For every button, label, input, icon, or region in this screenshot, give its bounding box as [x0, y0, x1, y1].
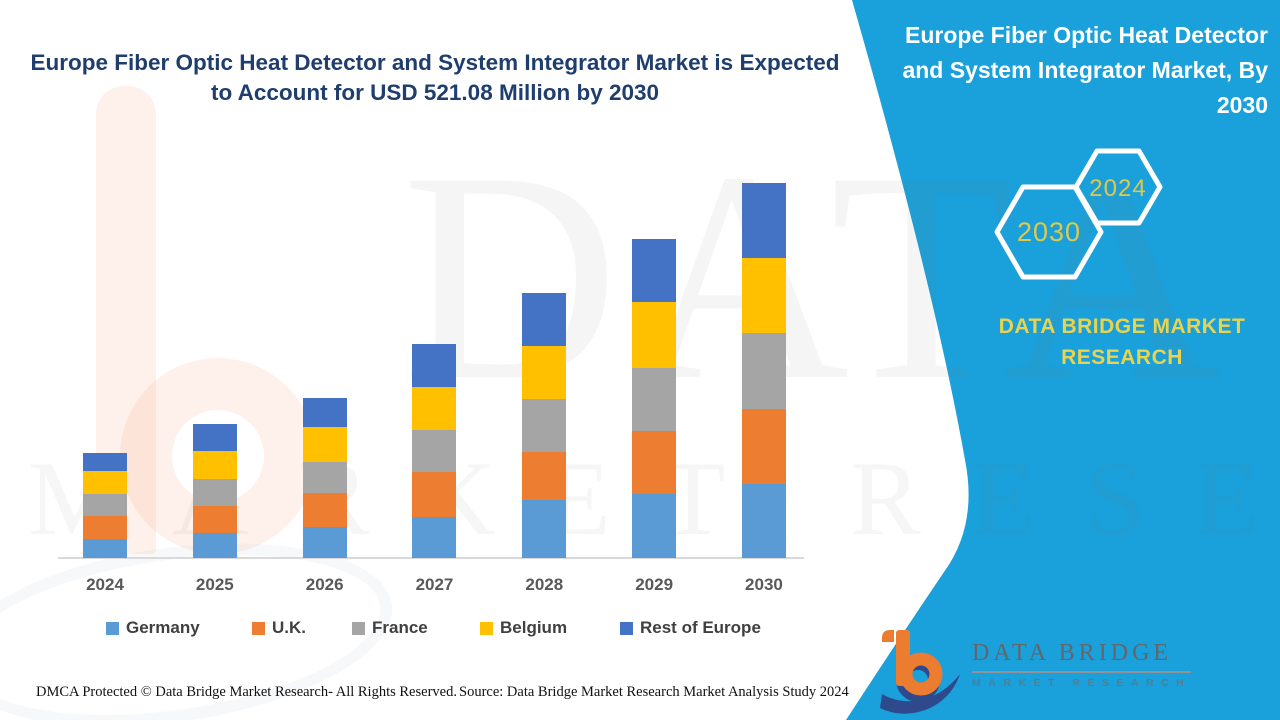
bar-2026-segment-belgium	[302, 427, 347, 462]
legend-item-rest-of-europe: Rest of Europe	[620, 618, 761, 638]
bar-2029-segment-germany	[632, 494, 677, 558]
logo-wordmark: DATA BRIDGE MARKET RESEARCH	[972, 640, 1192, 689]
bar-2030-segment-belgium	[741, 258, 786, 333]
x-axis-label-2024: 2024	[86, 575, 124, 594]
bar-2028-segment-germany	[522, 500, 567, 558]
dmca-notice: DMCA Protected © Data Bridge Market Rese…	[36, 684, 457, 700]
bar-2030	[741, 183, 786, 558]
x-axis-line	[58, 557, 804, 559]
company-logo: DATA BRIDGE MARKET RESEARCH	[880, 624, 1192, 716]
bar-2026-segment-rest-of-europe	[302, 398, 347, 427]
bar-2024-segment-belgium	[83, 471, 127, 494]
bar-2026-segment-france	[302, 462, 347, 493]
hexagon-2030-label: 2030	[1017, 217, 1081, 247]
legend-label-germany: Germany	[126, 618, 200, 637]
legend-swatch-u-k	[252, 621, 265, 635]
bar-2025-segment-u-k	[192, 506, 237, 533]
page-title: Europe Fiber Optic Heat Detector and Sys…	[15, 48, 855, 108]
logo-subtitle: MARKET RESEARCH	[972, 677, 1192, 689]
legend-item-france: France	[352, 618, 428, 638]
bar-2028-segment-rest-of-europe	[522, 293, 567, 346]
bar-2029-segment-france	[632, 368, 677, 431]
brand-caption: DATA BRIDGE MARKET RESEARCH	[972, 311, 1272, 373]
bar-2024-segment-u-k	[83, 516, 127, 539]
legend-item-u-k: U.K.	[252, 618, 306, 638]
banner-title-line2: and System Integrator Market, By	[902, 57, 1268, 83]
banner-title-line3: 2030	[1216, 92, 1268, 118]
legend: Germany U.K. France Belgium Rest of Europe	[0, 618, 860, 644]
bar-2026-segment-germany	[302, 527, 347, 558]
x-axis-label-2027: 2027	[415, 575, 454, 594]
bar-2026	[302, 398, 347, 558]
bar-2024	[83, 453, 127, 558]
legend-item-germany: Germany	[106, 618, 200, 638]
bar-2025-segment-france	[192, 479, 237, 506]
bar-2024-segment-france	[83, 494, 127, 516]
x-axis-label-2029: 2029	[635, 575, 674, 594]
logo-name: DATA BRIDGE	[972, 640, 1192, 673]
bar-2025-segment-belgium	[192, 451, 237, 479]
bar-2027-segment-belgium	[412, 387, 457, 430]
bar-2027-segment-france	[412, 430, 457, 472]
page-title-line1: Europe Fiber Optic Heat Detector and Sys…	[30, 50, 840, 75]
legend-label-rest-of-europe: Rest of Europe	[640, 618, 761, 637]
legend-label-belgium: Belgium	[500, 618, 568, 637]
banner-title: Europe Fiber Optic Heat Detector and Sys…	[883, 18, 1268, 123]
bar-2027-segment-germany	[412, 517, 457, 558]
bar-2030-segment-france	[741, 333, 786, 409]
bar-2025	[192, 424, 237, 558]
brand-caption-line2: RESEARCH	[1061, 346, 1183, 369]
bar-2028-segment-france	[522, 399, 567, 452]
bar-2027-segment-rest-of-europe	[412, 344, 457, 387]
x-axis-label-2025: 2025	[195, 575, 234, 594]
bar-2024-segment-germany	[83, 539, 127, 558]
hexagon-2024-label: 2024	[1089, 175, 1146, 202]
bar-2030-segment-u-k	[741, 409, 786, 484]
bar-2029-segment-rest-of-europe	[632, 239, 677, 302]
bar-2025-segment-rest-of-europe	[192, 424, 237, 451]
bar-2026-segment-u-k	[302, 493, 347, 527]
legend-swatch-belgium	[480, 621, 493, 635]
bar-2025-segment-germany	[192, 533, 237, 558]
legend-swatch-germany	[106, 621, 119, 635]
legend-label-france: France	[372, 618, 428, 637]
bar-2029-segment-u-k	[632, 431, 677, 494]
banner-title-line1: Europe Fiber Optic Heat Detector	[905, 22, 1268, 48]
bar-2030-segment-rest-of-europe	[741, 183, 786, 258]
hexagon-2030: 2030	[994, 184, 1104, 280]
bar-2029-segment-belgium	[632, 302, 677, 368]
x-axis-label-2026: 2026	[305, 575, 344, 594]
data-bridge-logo-icon	[880, 630, 960, 714]
brand-caption-line1: DATA BRIDGE MARKET	[998, 315, 1246, 338]
page-title-line2: to Account for USD 521.08 Million by 203…	[210, 80, 660, 105]
legend-label-u-k: U.K.	[272, 618, 306, 637]
bar-2027	[412, 344, 457, 558]
legend-swatch-rest-of-europe	[620, 621, 633, 635]
legend-swatch-france	[352, 621, 365, 635]
bar-2028-segment-u-k	[522, 452, 567, 500]
hexagon-badges: 2024 2030	[994, 148, 1163, 280]
bar-2024-segment-rest-of-europe	[83, 453, 127, 471]
bar-2029	[632, 239, 677, 558]
x-axis-label-2030: 2030	[745, 575, 783, 594]
bar-2028-segment-belgium	[522, 346, 567, 399]
bar-2027-segment-u-k	[412, 472, 457, 517]
legend-item-belgium: Belgium	[480, 618, 567, 638]
bar-2028	[522, 293, 567, 558]
bar-2030-segment-germany	[741, 484, 786, 558]
bar-chart: 2024 2025 2026 2027 2028 2029 2030	[58, 183, 804, 594]
source-note: Source: Data Bridge Market Research Mark…	[459, 684, 849, 700]
x-axis-label-2028: 2028	[525, 575, 564, 594]
